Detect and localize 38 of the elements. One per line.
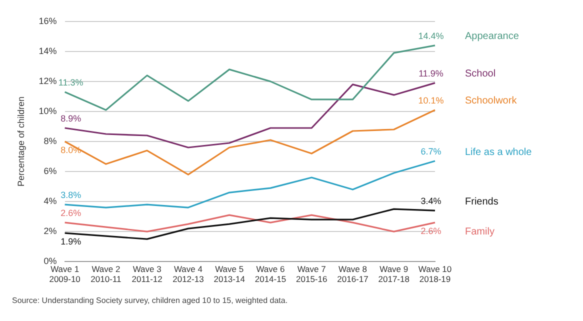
data-label: 10.1% — [418, 95, 444, 106]
y-tick-label: 2% — [44, 226, 57, 236]
y-axis-title: Percentage of children — [16, 96, 26, 187]
data-label: 1.9% — [60, 236, 82, 247]
data-label: 3.4% — [420, 196, 442, 206]
text: Family — [465, 226, 494, 238]
x-tick-label: Wave 8 2016-17 — [337, 264, 369, 284]
y-tick-label: 16% — [38, 16, 57, 26]
y-tick-label: 8% — [44, 136, 57, 146]
data-label: 11.9% — [418, 68, 444, 78]
x-tick-label: Wave 1 2009-10 — [49, 264, 81, 284]
y-tick-label: 6% — [44, 166, 57, 176]
text: Schoolwork — [465, 96, 518, 107]
x-tick-label: Wave 9 2017-18 — [378, 264, 410, 284]
data-label: 2.6% — [420, 226, 442, 236]
text: Appearance — [465, 31, 520, 42]
y-tick-label: 0% — [44, 256, 57, 266]
data-label: 14.4% — [418, 30, 444, 41]
data-label: 2.6% — [60, 208, 82, 218]
x-tick-label: Wave 2 2010-11 — [90, 264, 122, 284]
text: School — [465, 68, 496, 80]
data-label: 3.8% — [60, 190, 82, 200]
data-label: 6.7% — [420, 146, 442, 156]
source-note: Source: Understanding Society survey, children aged 10 to 15, weighted data. — [12, 296, 289, 305]
text: Life as a whole — [465, 146, 532, 158]
x-tick-label: Wave 10 2018-19 — [418, 264, 452, 284]
x-tick-label: Wave 6 2014-15 — [254, 264, 286, 284]
x-tick-label: Wave 7 2015-16 — [296, 264, 328, 284]
y-tick-label: 4% — [44, 196, 57, 206]
x-tick-label: Wave 5 2013-14 — [214, 264, 246, 284]
x-tick-label: Wave 4 2012-13 — [172, 264, 204, 284]
y-tick-label: 12% — [38, 76, 57, 86]
text: Friends — [465, 196, 498, 208]
y-tick-label: 10% — [38, 106, 57, 116]
x-tick-label: Wave 3 2011-12 — [132, 264, 163, 284]
data-label: 8.9% — [60, 113, 82, 124]
y-tick-label: 14% — [38, 46, 57, 56]
data-label: 11.3% — [58, 77, 84, 88]
